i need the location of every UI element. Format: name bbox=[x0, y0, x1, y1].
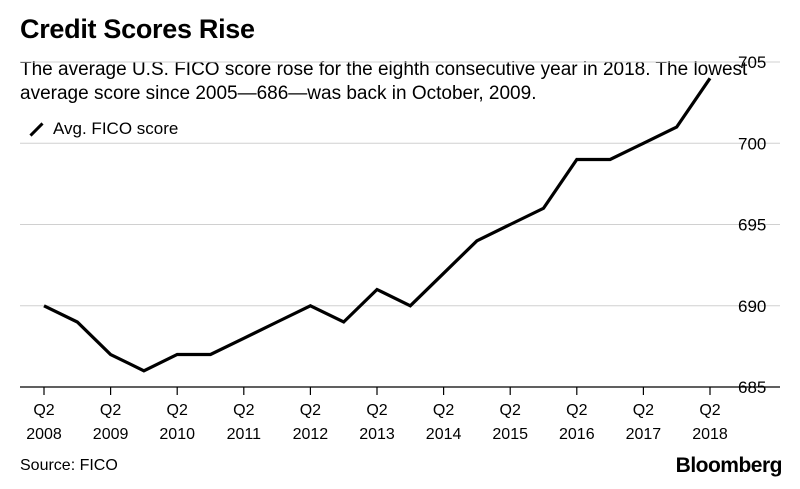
x-tick-label-quarter: Q2 bbox=[167, 402, 188, 419]
x-tick-label-quarter: Q2 bbox=[699, 402, 720, 419]
y-tick-label: 690 bbox=[738, 297, 766, 316]
y-tick-label: 695 bbox=[738, 216, 766, 235]
source-note: Source: FICO bbox=[20, 457, 118, 474]
x-tick-label-year: 2014 bbox=[426, 426, 462, 443]
bloomberg-logo: Bloomberg bbox=[675, 454, 783, 477]
x-tick-label-year: 2017 bbox=[626, 426, 662, 443]
x-tick-label-year: 2018 bbox=[692, 426, 728, 443]
x-tick-label-year: 2010 bbox=[159, 426, 195, 443]
x-tick-label-year: 2011 bbox=[227, 426, 262, 443]
series-line-avg-fico-score bbox=[43, 77, 712, 373]
x-tick-label-quarter: Q2 bbox=[433, 402, 454, 419]
x-tick-label-year: 2012 bbox=[293, 426, 329, 443]
x-tick-label-quarter: Q2 bbox=[566, 402, 587, 419]
x-tick-label-quarter: Q2 bbox=[500, 402, 521, 419]
x-tick-label-year: 2015 bbox=[492, 426, 528, 443]
legend: Avg. FICO score bbox=[30, 119, 178, 139]
legend-label: Avg. FICO score bbox=[53, 119, 179, 138]
y-tick-label: 685 bbox=[738, 378, 766, 397]
chart-subtitle: The average U.S. FICO score rose for the… bbox=[20, 59, 748, 104]
x-tick-label-quarter: Q2 bbox=[300, 402, 321, 419]
x-tick-label-year: 2013 bbox=[359, 426, 395, 443]
chart-title: Credit Scores Rise bbox=[20, 14, 255, 44]
x-tick-label-quarter: Q2 bbox=[366, 402, 387, 419]
x-tick-label-quarter: Q2 bbox=[33, 402, 54, 419]
x-tick-label-quarter: Q2 bbox=[633, 402, 654, 419]
x-tick-label-year: 2008 bbox=[26, 426, 62, 443]
x-tick-label-year: 2009 bbox=[93, 426, 129, 443]
x-tick-label-quarter: Q2 bbox=[233, 402, 254, 419]
x-tick-label-year: 2016 bbox=[559, 426, 595, 443]
y-tick-label: 700 bbox=[738, 134, 766, 153]
x-tick-label-quarter: Q2 bbox=[100, 402, 121, 419]
y-tick-label: 705 bbox=[738, 53, 766, 72]
